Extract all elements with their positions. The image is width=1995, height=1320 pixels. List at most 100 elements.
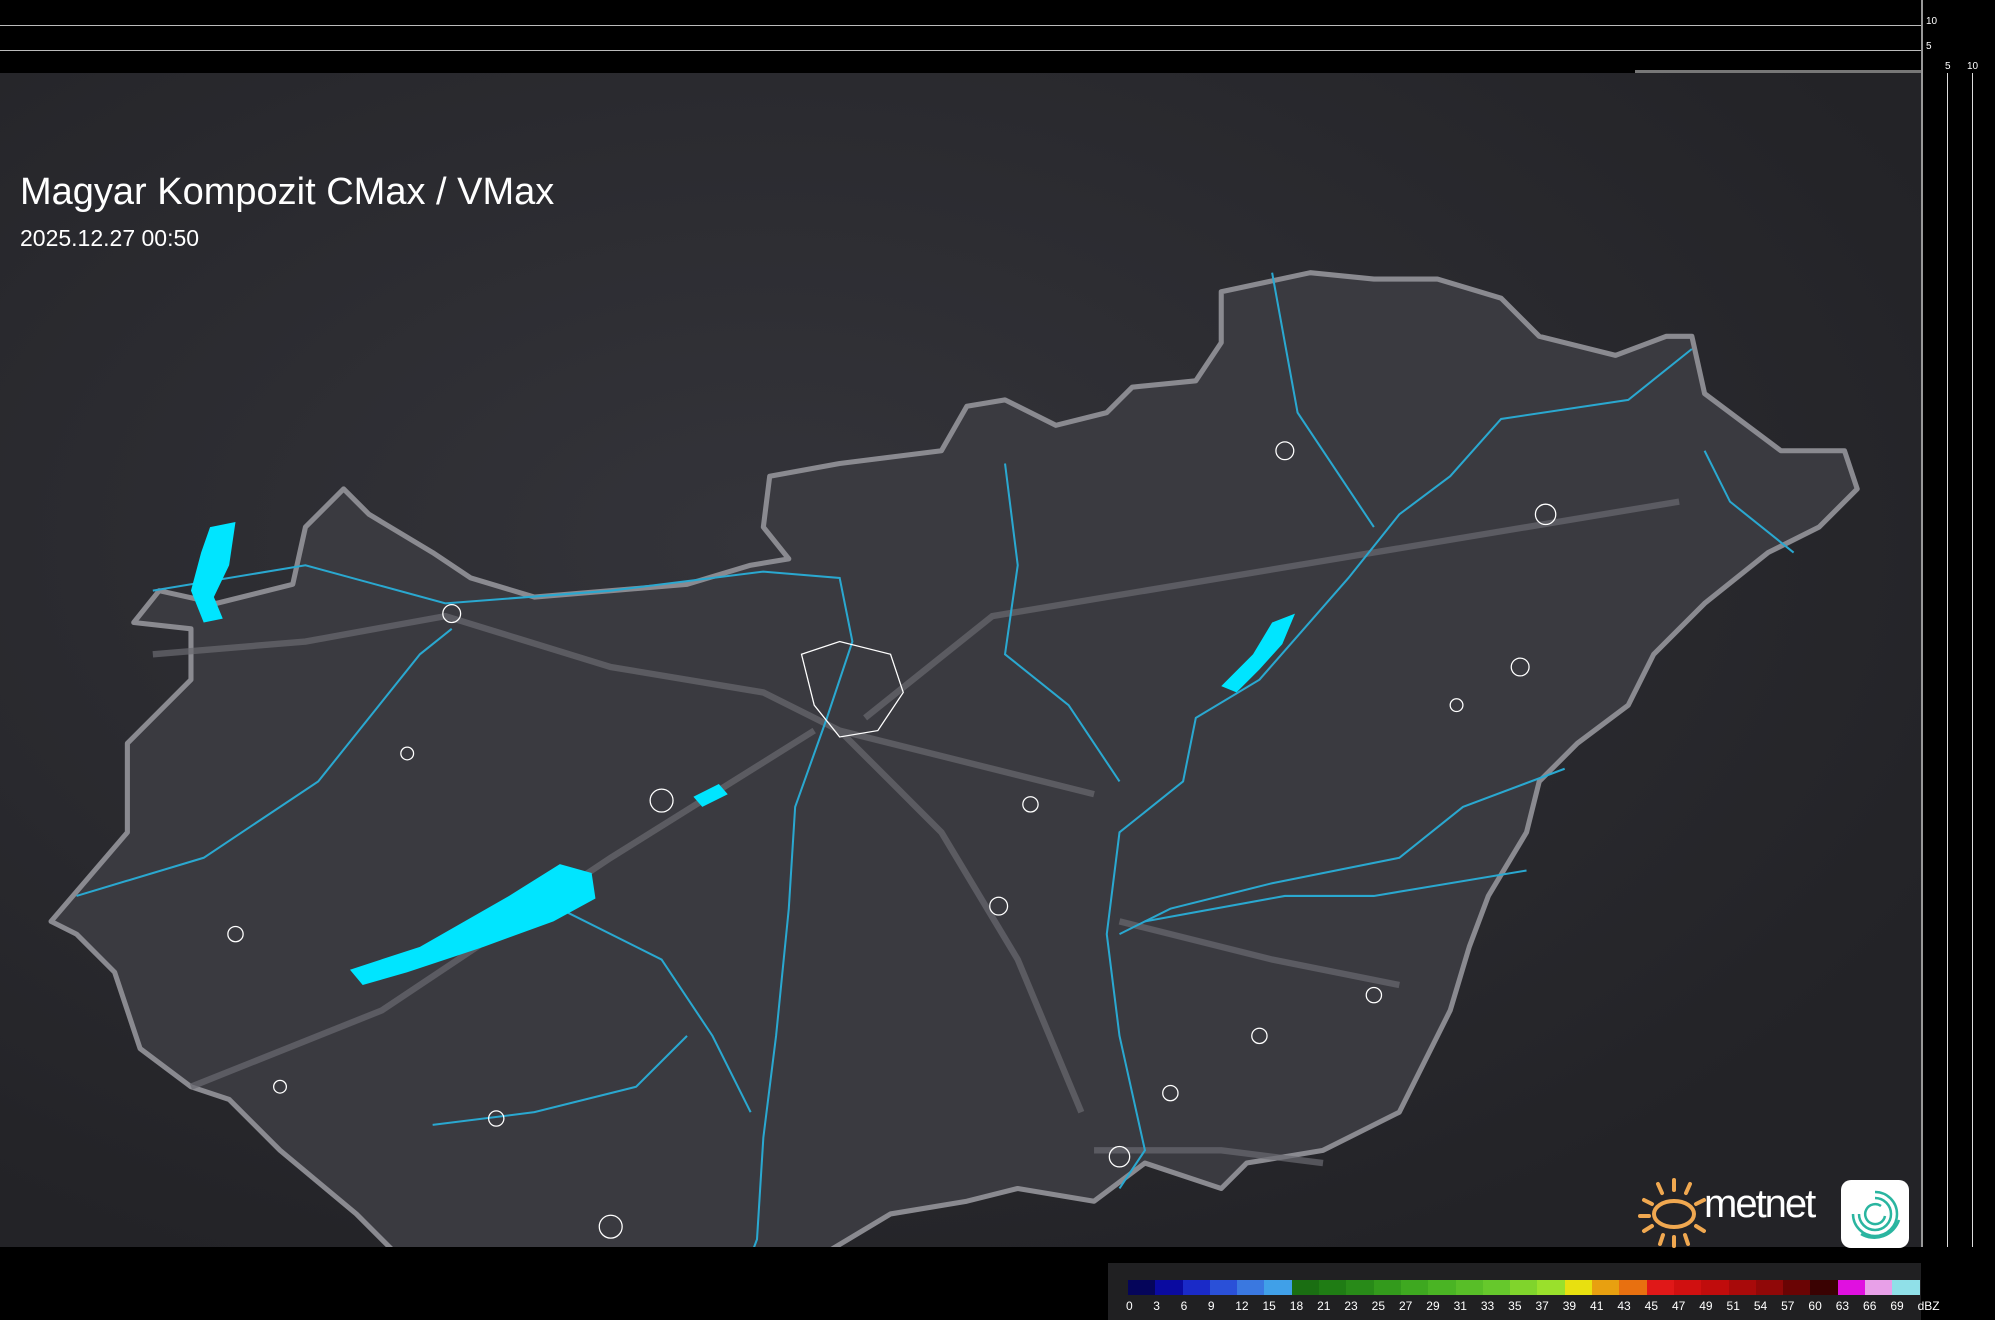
legend-tick-label: 25: [1371, 1299, 1386, 1313]
settlement: [273, 1079, 288, 1094]
radar-map[interactable]: Magyar Kompozit CMax / VMax 2025.12.27 0…: [0, 73, 1940, 1320]
legend-swatch: [1537, 1280, 1565, 1295]
river-koros: [1119, 767, 1566, 936]
settlement: [1365, 986, 1383, 1004]
legend-tick-label: 6: [1180, 1299, 1188, 1313]
settlement: [1449, 698, 1464, 713]
river: [559, 907, 752, 1113]
legend-swatch: [1564, 1280, 1593, 1295]
settlements: [227, 441, 1557, 1239]
swirl-logo-icon: [1841, 1180, 1909, 1248]
river-raba: [76, 628, 453, 897]
legend-swatch: [1701, 1280, 1729, 1295]
river-maros: [1144, 869, 1527, 923]
settlement: [227, 925, 244, 943]
legend-swatch: [1755, 1280, 1784, 1295]
map-title: Magyar Kompozit CMax / VMax: [20, 171, 555, 213]
map-canvas: [48, 270, 1860, 1247]
road: [837, 728, 1085, 1114]
legend-tick-label: 57: [1781, 1299, 1795, 1313]
legend-tick-label: 45: [1644, 1299, 1658, 1313]
settlement-budapest: [800, 640, 904, 738]
legend-swatch: [1510, 1280, 1538, 1295]
frame-gridline: [1972, 73, 1973, 1247]
frame-axis-label: 5: [1945, 61, 1951, 72]
legend-swatch: [1892, 1280, 1920, 1295]
settlement: [989, 896, 1009, 916]
frame-axis-label: 5: [1926, 41, 1932, 52]
legend-tick-label: 15: [1262, 1299, 1276, 1313]
settlement: [1022, 796, 1039, 813]
legend-swatch: [1400, 1280, 1429, 1295]
legend-swatch: [1646, 1280, 1674, 1295]
lakes: [190, 521, 1296, 985]
legend-tick-label: 51: [1726, 1299, 1740, 1313]
legend-swatch: [1237, 1280, 1265, 1295]
lake-tisza: [1221, 613, 1296, 693]
metnet-logo[interactable]: metnet: [1636, 1176, 1916, 1248]
legend-swatch: [1373, 1280, 1401, 1295]
legend-swatch: [1319, 1280, 1347, 1295]
logo-text: metnet: [1704, 1182, 1816, 1226]
rivers: [76, 272, 1795, 1247]
settlement: [649, 788, 674, 813]
legend-tick-label: 29: [1426, 1299, 1440, 1313]
legend-color-bar: [1128, 1280, 1920, 1295]
legend-tick-label: 47: [1671, 1299, 1686, 1313]
legend-swatch: [1346, 1280, 1374, 1295]
map-timestamp: 2025.12.27 00:50: [20, 225, 200, 251]
river: [432, 1035, 688, 1126]
legend-tick-label: 69: [1890, 1299, 1904, 1313]
river-zagyva: [1003, 463, 1121, 783]
legend-swatch: [1482, 1280, 1511, 1295]
legend-tick-label: 21: [1317, 1299, 1331, 1313]
legend-swatch: [1455, 1280, 1483, 1295]
frame-axis-label: 10: [1926, 16, 1938, 27]
legend-tick-label: 35: [1508, 1299, 1522, 1313]
dbz-color-legend: 0 3 6 9 12 15 18 21 23 25 27 29 31 33 35 37 39 41 43 45 47 49…: [1108, 1263, 1940, 1320]
river-danube: [152, 564, 854, 1247]
settlement: [1162, 1084, 1179, 1102]
road: [152, 612, 1095, 798]
legend-swatch: [1619, 1280, 1647, 1295]
legend-swatch: [1182, 1280, 1210, 1295]
top-frame-band: [0, 0, 1995, 73]
legend-tick-label: 12: [1235, 1299, 1249, 1313]
legend-swatch: [1155, 1280, 1183, 1295]
settlement: [442, 604, 462, 624]
legend-unit: dBZ: [1917, 1299, 1940, 1313]
legend-swatch: [1728, 1280, 1756, 1295]
lake-ferto: [190, 521, 236, 623]
road: [1118, 918, 1400, 989]
legend-tick-label: 66: [1863, 1299, 1877, 1313]
settlement: [487, 1110, 505, 1127]
legend-tick-label: 33: [1480, 1299, 1495, 1313]
legend-tick-label: 18: [1289, 1299, 1304, 1313]
settlement: [1275, 441, 1295, 461]
legend-swatch: [1865, 1280, 1893, 1295]
legend-swatch: [1783, 1280, 1811, 1295]
lake-velence: [693, 784, 728, 807]
legend-tick-label: 54: [1753, 1299, 1768, 1313]
legend-labels: 0 3 6 9 12 15 18 21 23 25 27 29 31 33 35 37 39 41 43 45 47 49…: [1126, 1299, 1940, 1313]
settlement: [1510, 657, 1530, 677]
sun-logo-icon: [1638, 1178, 1706, 1248]
legend-swatch: [1673, 1280, 1702, 1295]
legend-tick-label: 27: [1398, 1299, 1413, 1313]
legend-tick-label: 63: [1835, 1299, 1850, 1313]
settlement: [1534, 503, 1557, 526]
legend-tick-label: 49: [1699, 1299, 1713, 1313]
settlement: [400, 746, 415, 761]
river: [1271, 272, 1375, 528]
legend-swatch: [1592, 1280, 1620, 1295]
legend-swatch: [1837, 1280, 1866, 1295]
frame-axis-label: 10: [1967, 61, 1979, 72]
legend-tick-label: 60: [1808, 1299, 1822, 1313]
legend-swatch: [1264, 1280, 1292, 1295]
legend-tick-label: 37: [1535, 1299, 1549, 1313]
lake-balaton: [349, 864, 596, 985]
river-tisza: [1105, 348, 1693, 1190]
legend-swatch: [1291, 1280, 1320, 1295]
frame-gridline: [0, 25, 1921, 26]
right-frame-band: 10 5 5 10: [1921, 0, 1995, 1247]
